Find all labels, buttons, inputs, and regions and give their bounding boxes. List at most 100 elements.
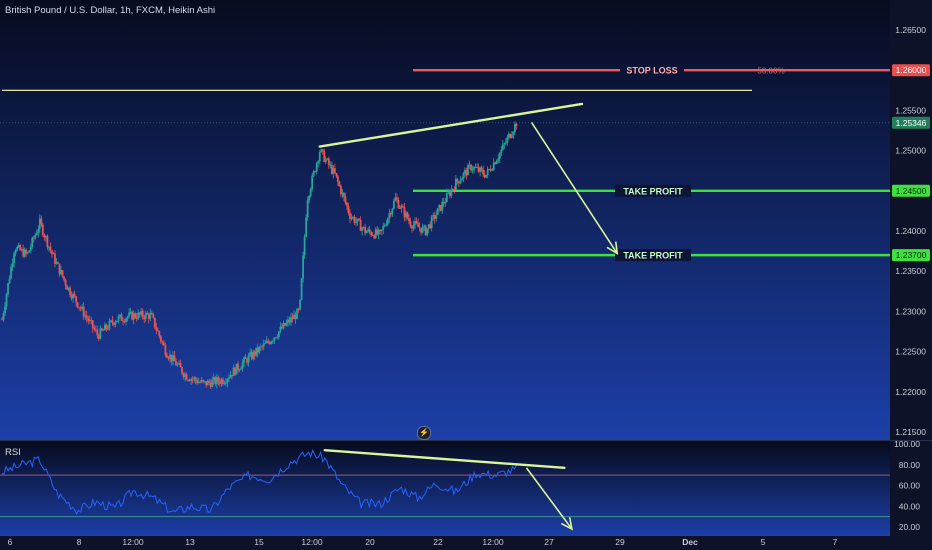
candle — [190, 378, 193, 382]
candle — [146, 313, 149, 315]
candle — [203, 381, 206, 382]
candle — [61, 270, 64, 277]
candle — [418, 226, 421, 229]
candle — [420, 228, 423, 233]
time-tick-label: 12:00 — [122, 537, 144, 547]
candle — [284, 323, 286, 326]
candle — [81, 306, 84, 309]
price-tick-label: 1.25500 — [895, 105, 926, 115]
stop-loss-label-backdrop — [620, 64, 684, 77]
candle — [100, 328, 103, 331]
candle — [377, 229, 380, 235]
candle — [314, 171, 317, 173]
candle — [512, 131, 515, 136]
candle — [461, 178, 463, 181]
candle — [495, 160, 498, 165]
candle — [330, 164, 333, 174]
candle — [7, 283, 9, 295]
candle — [49, 246, 52, 251]
candle — [395, 197, 398, 201]
take-profit-2-badge — [892, 249, 930, 262]
candle — [167, 357, 170, 359]
candle — [297, 309, 300, 310]
rsi-indicator-label[interactable]: RSI — [5, 447, 21, 458]
candle — [252, 351, 255, 359]
candle — [433, 214, 436, 219]
candle — [19, 244, 22, 251]
candle — [158, 331, 161, 337]
candle — [271, 340, 274, 342]
candle — [293, 314, 295, 320]
rsi-arrow[interactable] — [525, 467, 573, 530]
candle — [102, 330, 105, 331]
candle — [380, 229, 383, 232]
candle — [294, 314, 297, 320]
symbol-title[interactable]: British Pound / U.S. Dollar, 1h, FXCM, H… — [5, 5, 216, 16]
candle — [225, 382, 227, 384]
candle — [97, 335, 100, 339]
time-tick-label: Dec — [682, 537, 698, 547]
candle — [273, 337, 276, 341]
price-arrow[interactable] — [530, 122, 618, 254]
candle — [179, 362, 182, 368]
candle — [448, 192, 451, 196]
candle — [318, 151, 321, 162]
candle — [335, 173, 338, 177]
candle — [140, 310, 143, 315]
candle — [55, 262, 58, 264]
candle — [235, 363, 238, 375]
candle — [341, 192, 344, 195]
candle — [432, 214, 435, 217]
candle — [258, 347, 261, 353]
candle — [282, 323, 285, 329]
candle — [276, 336, 279, 338]
candle — [206, 380, 209, 386]
candle — [173, 355, 176, 362]
candle — [509, 133, 512, 138]
candle — [277, 331, 280, 337]
candle — [473, 167, 475, 170]
candle — [287, 319, 289, 323]
candle — [14, 250, 17, 254]
candle — [317, 161, 320, 164]
candle — [365, 231, 368, 234]
candle — [181, 367, 183, 374]
stop-loss-badge-label: 1.26000 — [896, 65, 927, 75]
candle — [113, 322, 115, 325]
rsi-arrow-head — [560, 517, 573, 531]
candle — [333, 168, 336, 174]
candle — [166, 355, 168, 358]
candle — [308, 195, 311, 201]
candle — [500, 149, 503, 153]
candle — [38, 218, 41, 230]
candle — [309, 189, 312, 196]
candle — [17, 244, 20, 248]
candle — [70, 295, 73, 299]
candle — [2, 313, 5, 320]
rsi-trendline[interactable] — [323, 449, 566, 470]
candle — [135, 317, 138, 319]
candle — [306, 200, 309, 218]
candle — [494, 162, 497, 165]
price-trendline[interactable] — [318, 102, 584, 148]
candle — [315, 163, 318, 172]
candle — [412, 224, 415, 229]
take-profit-1-badge — [892, 184, 930, 197]
candle — [402, 206, 404, 208]
candle — [111, 320, 114, 323]
candle — [85, 315, 88, 319]
price-tick-label: 1.23500 — [895, 266, 926, 276]
candle — [441, 201, 444, 211]
candle — [427, 224, 430, 229]
lightning-icon[interactable]: ⚡ — [417, 426, 431, 440]
candle — [458, 181, 460, 184]
candle — [25, 249, 28, 254]
rsi-tick-label: 80.00 — [899, 460, 921, 470]
candle — [43, 235, 46, 238]
candle — [376, 229, 379, 235]
candle — [169, 354, 171, 359]
current-price-badge-label: 1.25346 — [896, 118, 927, 128]
candle — [285, 322, 288, 326]
